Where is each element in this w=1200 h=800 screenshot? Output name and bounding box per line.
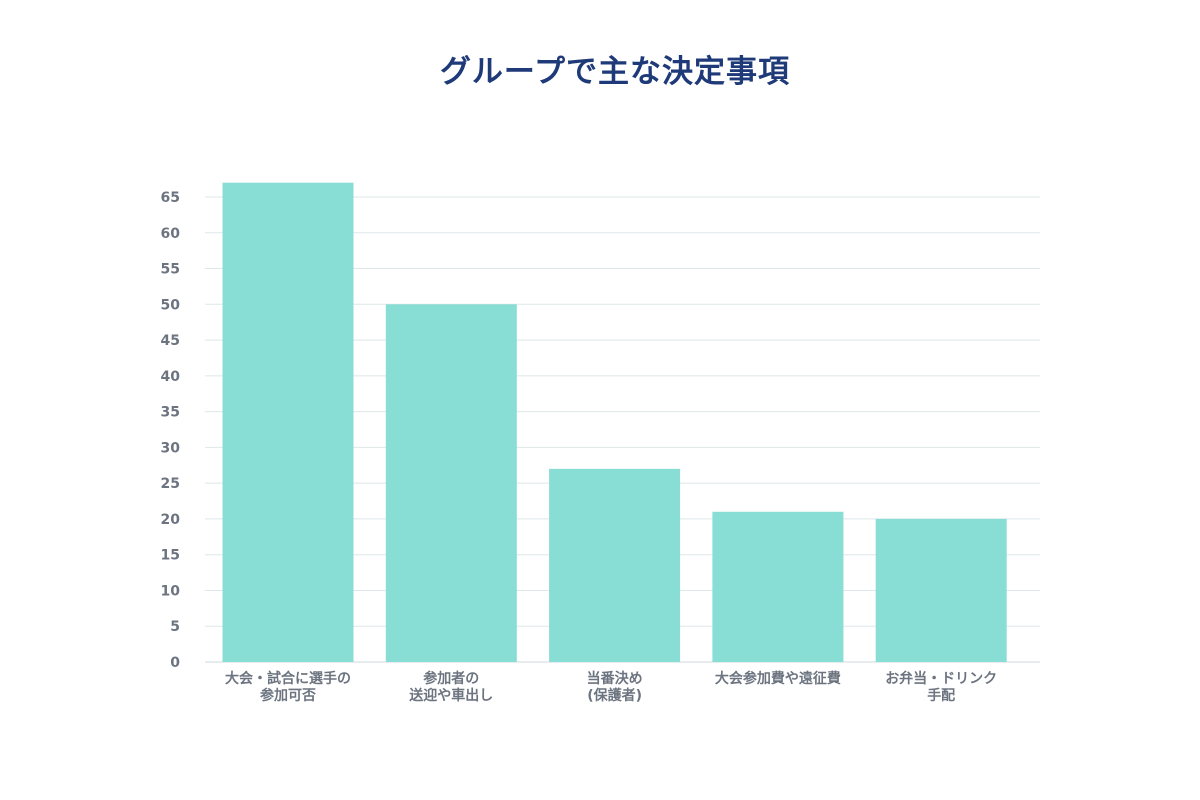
bar — [385, 304, 517, 662]
y-tick-label: 65 — [161, 190, 180, 206]
y-tick-label: 45 — [161, 333, 180, 349]
y-tick-label: 5 — [170, 619, 180, 635]
y-tick-label: 0 — [170, 655, 180, 671]
y-tick-label: 20 — [161, 512, 181, 528]
y-tick-label: 25 — [161, 476, 180, 492]
y-tick-label: 40 — [161, 369, 181, 385]
bar — [549, 468, 681, 662]
x-tick-label: お弁当・ドリンク手配 — [885, 670, 997, 704]
bar — [712, 511, 844, 662]
bars — [222, 182, 1007, 662]
y-tick-label: 55 — [161, 262, 180, 278]
y-axis-ticks: 0 5 10 15 20 25 30 35 40 45 50 55 60 65 — [161, 190, 181, 671]
y-tick-label: 50 — [161, 297, 181, 313]
y-tick-label: 10 — [161, 583, 181, 599]
x-tick-label: 当番決め(保護者) — [587, 670, 643, 704]
bar — [222, 182, 354, 662]
y-tick-label: 30 — [161, 440, 181, 456]
y-tick-label: 60 — [161, 226, 181, 242]
x-tick-label: 大会・試合に選手の参加可否 — [225, 670, 351, 704]
x-axis-labels: 大会・試合に選手の参加可否 参加者の送迎や車出し 当番決め(保護者) 大会参加費や遠征… — [225, 670, 997, 704]
chart-title: グループで主な決定事項 — [439, 54, 791, 90]
y-tick-label: 15 — [161, 548, 180, 564]
x-tick-label: 参加者の送迎や車出し — [408, 670, 493, 704]
x-tick-label: 大会参加費や遠征費 — [715, 670, 841, 687]
bar — [875, 518, 1007, 662]
y-tick-label: 35 — [161, 405, 180, 421]
